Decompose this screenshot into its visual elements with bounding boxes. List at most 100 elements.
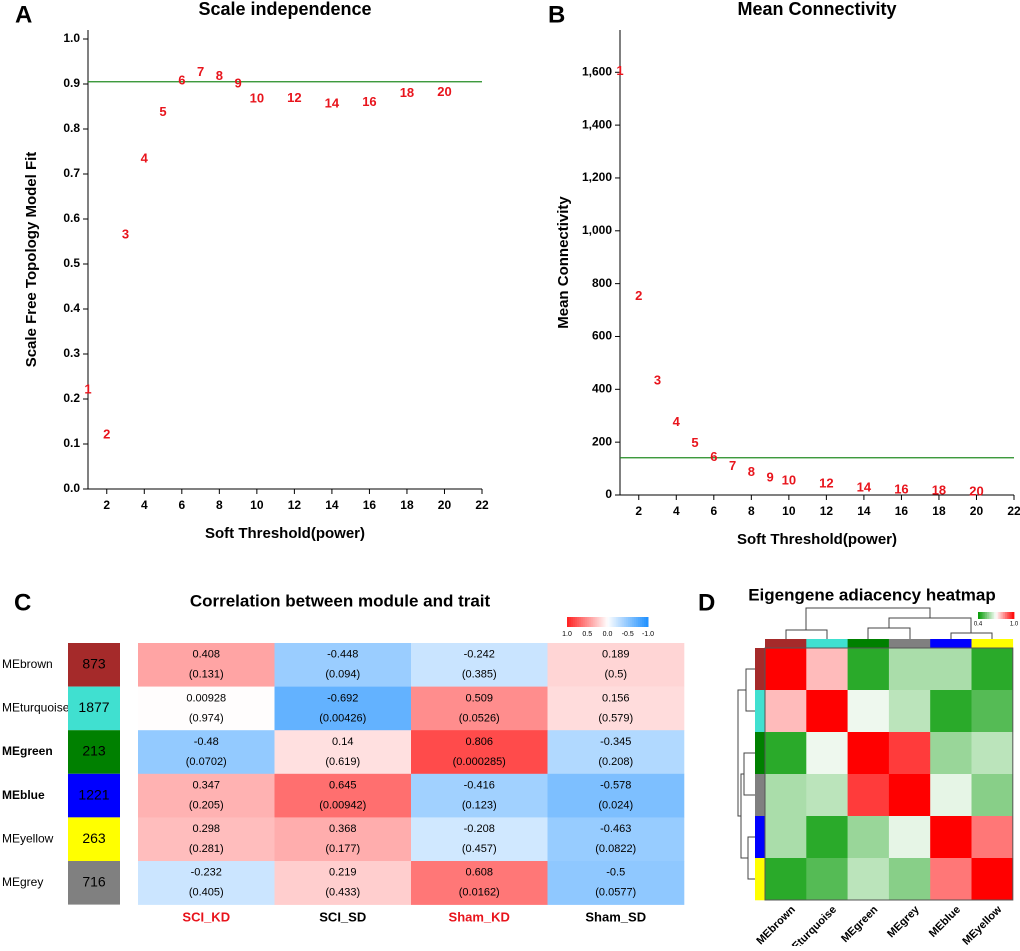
point-label: 20 [437, 84, 451, 99]
module-label: MEgreen [2, 744, 53, 758]
module-color-bar [888, 639, 931, 648]
y-axis-title: Scale Free Topology Model Fit [23, 152, 40, 368]
x-tick-label: 14 [857, 504, 871, 518]
p-value-label: (0.0162) [459, 887, 500, 899]
x-tick-label: 22 [1007, 504, 1020, 518]
heatmap-cell [847, 648, 890, 691]
correlation-label: 0.298 [192, 823, 220, 835]
point-label: 5 [691, 435, 698, 450]
point-label: 5 [159, 104, 166, 119]
x-tick-label: 16 [363, 498, 377, 512]
module-color-box [68, 686, 120, 731]
colorbar-slice [577, 617, 580, 627]
module-color-bar [755, 816, 765, 859]
module-color-bar [755, 732, 765, 775]
p-value-label: (0.000285) [453, 756, 506, 768]
y-tick-label: 0.6 [63, 211, 80, 225]
point-label: 7 [729, 458, 736, 473]
heatmap-cell [847, 732, 890, 775]
heatmap-cell [806, 648, 848, 691]
x-tick-label: 6 [178, 498, 185, 512]
point-label: 14 [325, 96, 340, 111]
x-tick-label: 2 [103, 498, 110, 512]
heatmap-cell [547, 817, 685, 862]
column-label: MEbrown [754, 903, 798, 946]
correlation-label: 0.189 [602, 649, 630, 661]
column-label: MEgreen [839, 904, 881, 946]
point-label: 3 [654, 373, 661, 388]
point-label: 9 [234, 75, 241, 90]
y-tick-label: 0.7 [63, 166, 80, 180]
colorbar-label: 1.0 [1010, 622, 1019, 628]
colorbar-slice [997, 612, 1000, 619]
correlation-label: -0.448 [327, 649, 358, 661]
heatmap-cell [888, 816, 931, 859]
module-label: MEturquoise [2, 701, 70, 715]
colorbar-slice [999, 612, 1002, 619]
colorbar-slice [1008, 612, 1011, 619]
point-label: 10 [250, 91, 264, 106]
module-color-box [68, 861, 120, 905]
x-tick-label: 18 [400, 498, 414, 512]
point-label: 16 [894, 481, 908, 496]
colorbar-slice [601, 617, 604, 627]
module-color-box [68, 773, 120, 818]
colorbar-slice [643, 617, 647, 627]
correlation-label: 0.509 [465, 692, 493, 704]
heatmap-cell [888, 732, 931, 775]
y-tick-label: 800 [592, 276, 612, 290]
heatmap-cell [547, 686, 685, 731]
panel-letter: D [698, 589, 715, 616]
module-label: MEbrown [2, 657, 53, 671]
panel-letter: A [15, 1, 32, 28]
correlation-label: 0.608 [465, 867, 493, 879]
x-tick-label: 18 [932, 504, 946, 518]
module-color-bar [755, 690, 765, 733]
correlation-label: -0.5 [606, 867, 625, 879]
point-label: 1 [616, 63, 623, 78]
point-label: 4 [673, 414, 681, 429]
module-color-bar [755, 648, 765, 691]
p-value-label: (0.00426) [319, 712, 366, 724]
p-value-label: (0.123) [462, 800, 497, 812]
colorbar-slice [641, 617, 645, 627]
panel-letter: C [14, 589, 31, 616]
column-label: MEgrey [885, 903, 922, 940]
y-tick-label: 0.2 [63, 391, 80, 405]
colorbar-slice [994, 612, 997, 619]
trait-label: Sham_SD [585, 909, 646, 924]
heatmap-cell [930, 858, 972, 901]
x-tick-label: 16 [895, 504, 909, 518]
colorbar-slice [615, 617, 619, 627]
correlation-label: -0.578 [600, 780, 631, 792]
colorbar-slice [619, 617, 623, 627]
colorbar-slice [607, 617, 611, 627]
colorbar-slice [569, 617, 572, 627]
point-label: 3 [122, 227, 129, 242]
x-tick-label: 22 [475, 498, 489, 512]
colorbar-slice [985, 612, 988, 619]
p-value-label: (0.0526) [459, 712, 500, 724]
heatmap-cell [138, 861, 275, 905]
correlation-label: -0.345 [600, 736, 631, 748]
heatmap-cell [138, 686, 275, 731]
colorbar-slice [992, 612, 995, 619]
colorbar-slice [639, 617, 643, 627]
colorbar-slice [983, 612, 986, 619]
colorbar-slice [583, 617, 586, 627]
colorbar-slice [996, 612, 999, 619]
p-value-label: (0.00942) [319, 800, 366, 812]
y-tick-label: 0.5 [63, 256, 80, 270]
correlation-label: -0.416 [464, 780, 495, 792]
colorbar-slice [581, 617, 584, 627]
point-label: 6 [178, 72, 185, 87]
colorbar-slice [631, 617, 635, 627]
module-size: 263 [82, 830, 106, 846]
point-label: 8 [748, 464, 755, 479]
p-value-label: (0.205) [189, 800, 224, 812]
colorbar-slice [629, 617, 633, 627]
heatmap-cell [930, 816, 972, 859]
module-size: 1877 [78, 699, 109, 715]
p-value-label: (0.433) [325, 887, 360, 899]
heatmap-cell [765, 690, 807, 733]
